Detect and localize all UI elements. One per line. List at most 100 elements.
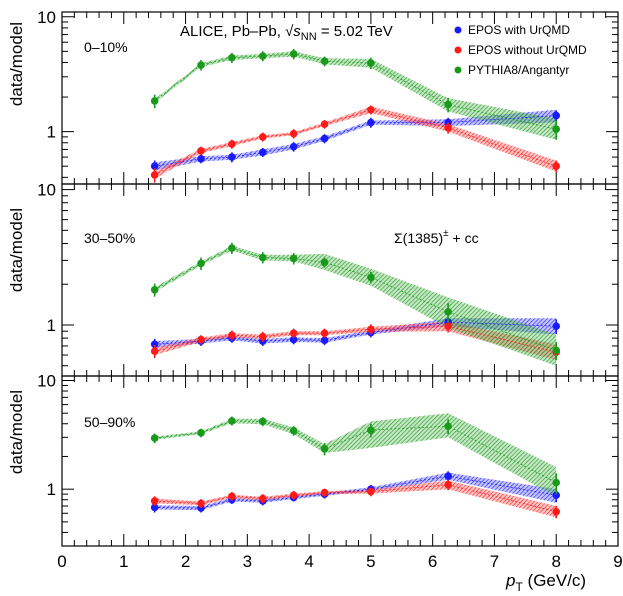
panel-frame (61, 375, 619, 547)
data-point-red (289, 491, 298, 500)
data-point-red (367, 105, 375, 114)
data-point-green (552, 346, 561, 355)
legend-label-epos-urqmd: EPOS with UrQMD (468, 23, 570, 37)
x-tick-label: 3 (243, 552, 252, 571)
particle-label: Σ(1385)± + cc (394, 228, 479, 246)
data-point-red (258, 332, 267, 341)
data-point-red (197, 335, 205, 344)
panel-1: 1 10 0–10% (37, 8, 619, 185)
data-point-green (444, 100, 452, 109)
x-tick-label: 7 (490, 552, 499, 571)
data-point-blue (320, 336, 329, 345)
data-point-red (320, 488, 329, 497)
x-tick-label: 9 (613, 552, 622, 571)
data-point-red (150, 497, 159, 505)
data-point-green (197, 61, 205, 69)
series-line-red (154, 109, 557, 176)
y-axis-title-top: data/model (7, 22, 26, 106)
y-tick-label: 1 (47, 480, 56, 499)
series-line-blue (154, 321, 557, 345)
legend-marker-epos-no-urqmd (454, 46, 462, 54)
panel-label: 0–10% (84, 39, 128, 55)
data-point-green (552, 478, 561, 487)
data-point-red (228, 492, 236, 501)
panel-2: 1 10 30–50% (37, 181, 619, 377)
y-tick-label: 1 (47, 316, 56, 335)
panels-layer: 1 10 0–10% 1 10 30–50% 1 10 50–90% 0 1 2 3 4 5 6 7 8 9 (37, 8, 623, 571)
header-experiment: ALICE, Pb–Pb, √sNN = 5.02 TeV (180, 23, 393, 43)
panel-label: 50–90% (84, 414, 135, 430)
panel-3: 1 10 50–90% (37, 371, 619, 547)
x-tick-label: 0 (57, 552, 66, 571)
data-point-green (289, 50, 298, 58)
legend-label-epos-no-urqmd: EPOS without UrQMD (468, 43, 587, 57)
data-point-red (289, 129, 298, 138)
data-point-red (367, 487, 375, 496)
data-point-blue (150, 162, 159, 171)
data-point-blue (552, 111, 561, 120)
band-red (154, 480, 557, 518)
data-point-blue (289, 142, 298, 151)
data-point-green (320, 258, 329, 267)
y-tick-label: 10 (37, 181, 56, 200)
data-point-red (197, 147, 205, 155)
data-point-red (320, 329, 329, 337)
data-point-blue (258, 148, 267, 157)
x-axis-title: pT (GeV/c) (505, 571, 586, 594)
data-point-red (289, 329, 298, 337)
legend-marker-epos-urqmd (454, 26, 462, 34)
data-point-red (367, 325, 375, 334)
data-point-green (444, 308, 452, 316)
data-point-green (228, 53, 236, 62)
band-red (154, 321, 557, 361)
data-point-green (258, 253, 267, 262)
data-point-blue (552, 322, 561, 330)
x-tick-label: 1 (119, 552, 128, 571)
data-point-blue (320, 134, 329, 143)
data-point-red (228, 140, 236, 148)
data-point-green (367, 426, 375, 434)
data-point-green (289, 254, 298, 263)
data-point-red (552, 507, 561, 516)
data-point-green (444, 422, 452, 430)
x-tick-label: 2 (181, 552, 190, 571)
legend-label-pythia: PYTHIA8/Angantyr (468, 63, 569, 77)
data-point-green (197, 429, 205, 437)
band-blue (154, 109, 557, 171)
data-point-blue (197, 155, 205, 163)
band-green (154, 245, 557, 366)
data-point-blue (552, 491, 561, 500)
data-point-green (197, 259, 205, 268)
data-point-blue (150, 340, 159, 349)
y-tick-label: 10 (37, 371, 56, 390)
data-point-blue (150, 503, 159, 512)
data-point-blue (367, 118, 375, 127)
series-line-green (154, 247, 557, 351)
data-point-green (367, 59, 375, 67)
data-point-red (258, 133, 267, 141)
data-point-red (552, 162, 561, 171)
legend: EPOS with UrQMD EPOS without UrQMD PYTHI… (454, 23, 587, 77)
data-point-red (197, 499, 205, 508)
x-tick-label: 5 (366, 552, 375, 571)
legend-marker-pythia (454, 66, 462, 74)
data-point-green (367, 273, 375, 282)
data-point-red (444, 123, 452, 132)
y-axis-title-bottom: data/model (7, 390, 26, 474)
data-point-green (150, 434, 159, 442)
data-point-red (444, 322, 452, 330)
data-point-red (228, 331, 236, 340)
series-line-green (154, 420, 557, 483)
data-point-blue (444, 472, 452, 480)
x-tick-label: 6 (428, 552, 437, 571)
x-tick-label: 4 (304, 552, 313, 571)
x-tick-label: 8 (551, 552, 560, 571)
data-point-green (228, 417, 236, 425)
data-point-green (320, 57, 329, 66)
band-green (154, 413, 557, 497)
data-point-green (258, 417, 267, 426)
y-tick-label: 10 (37, 8, 56, 27)
data-point-green (150, 285, 159, 294)
y-axis-title-middle: data/model (7, 208, 26, 292)
